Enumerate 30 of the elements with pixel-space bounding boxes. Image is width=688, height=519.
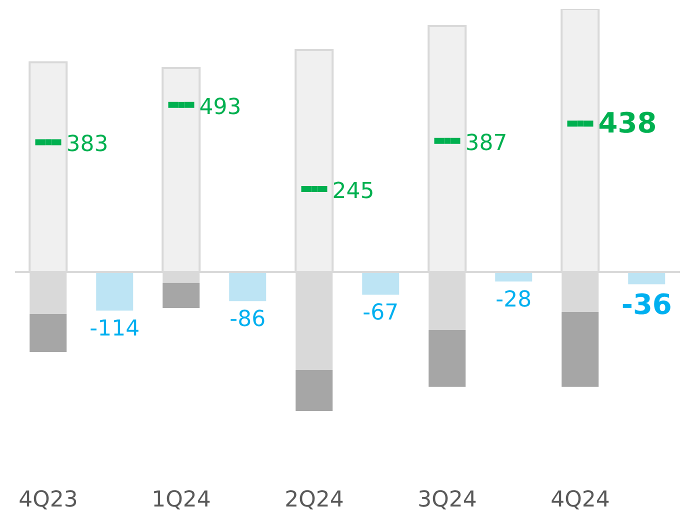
data-label: -36 xyxy=(621,288,672,322)
data-label: -28 xyxy=(496,288,532,313)
x-tick-label: 2Q24 xyxy=(284,488,344,513)
bar xyxy=(30,314,67,352)
x-tick-label: 4Q24 xyxy=(550,488,610,513)
data-label: 493 xyxy=(199,94,242,120)
x-tick-label: 3Q24 xyxy=(418,488,477,513)
point xyxy=(444,138,450,144)
bar xyxy=(162,282,200,308)
bar xyxy=(296,370,333,411)
bar xyxy=(229,272,266,302)
bar xyxy=(628,272,666,284)
data-label: 387 xyxy=(465,130,508,156)
bar xyxy=(428,330,466,387)
data-label: 383 xyxy=(66,132,108,158)
data-label: -86 xyxy=(230,307,266,332)
point xyxy=(311,186,318,192)
bar xyxy=(96,272,134,311)
bar xyxy=(362,272,400,295)
bar xyxy=(495,272,532,282)
data-label: -67 xyxy=(362,300,399,326)
data-label: 245 xyxy=(332,178,374,204)
point xyxy=(178,102,184,108)
point xyxy=(577,120,584,127)
x-tick-label: 4Q23 xyxy=(18,488,78,513)
point xyxy=(45,139,52,146)
data-label: -114 xyxy=(90,316,140,342)
bar xyxy=(562,312,599,387)
data-label: 438 xyxy=(598,106,657,140)
x-tick-label: 1Q24 xyxy=(152,488,211,513)
